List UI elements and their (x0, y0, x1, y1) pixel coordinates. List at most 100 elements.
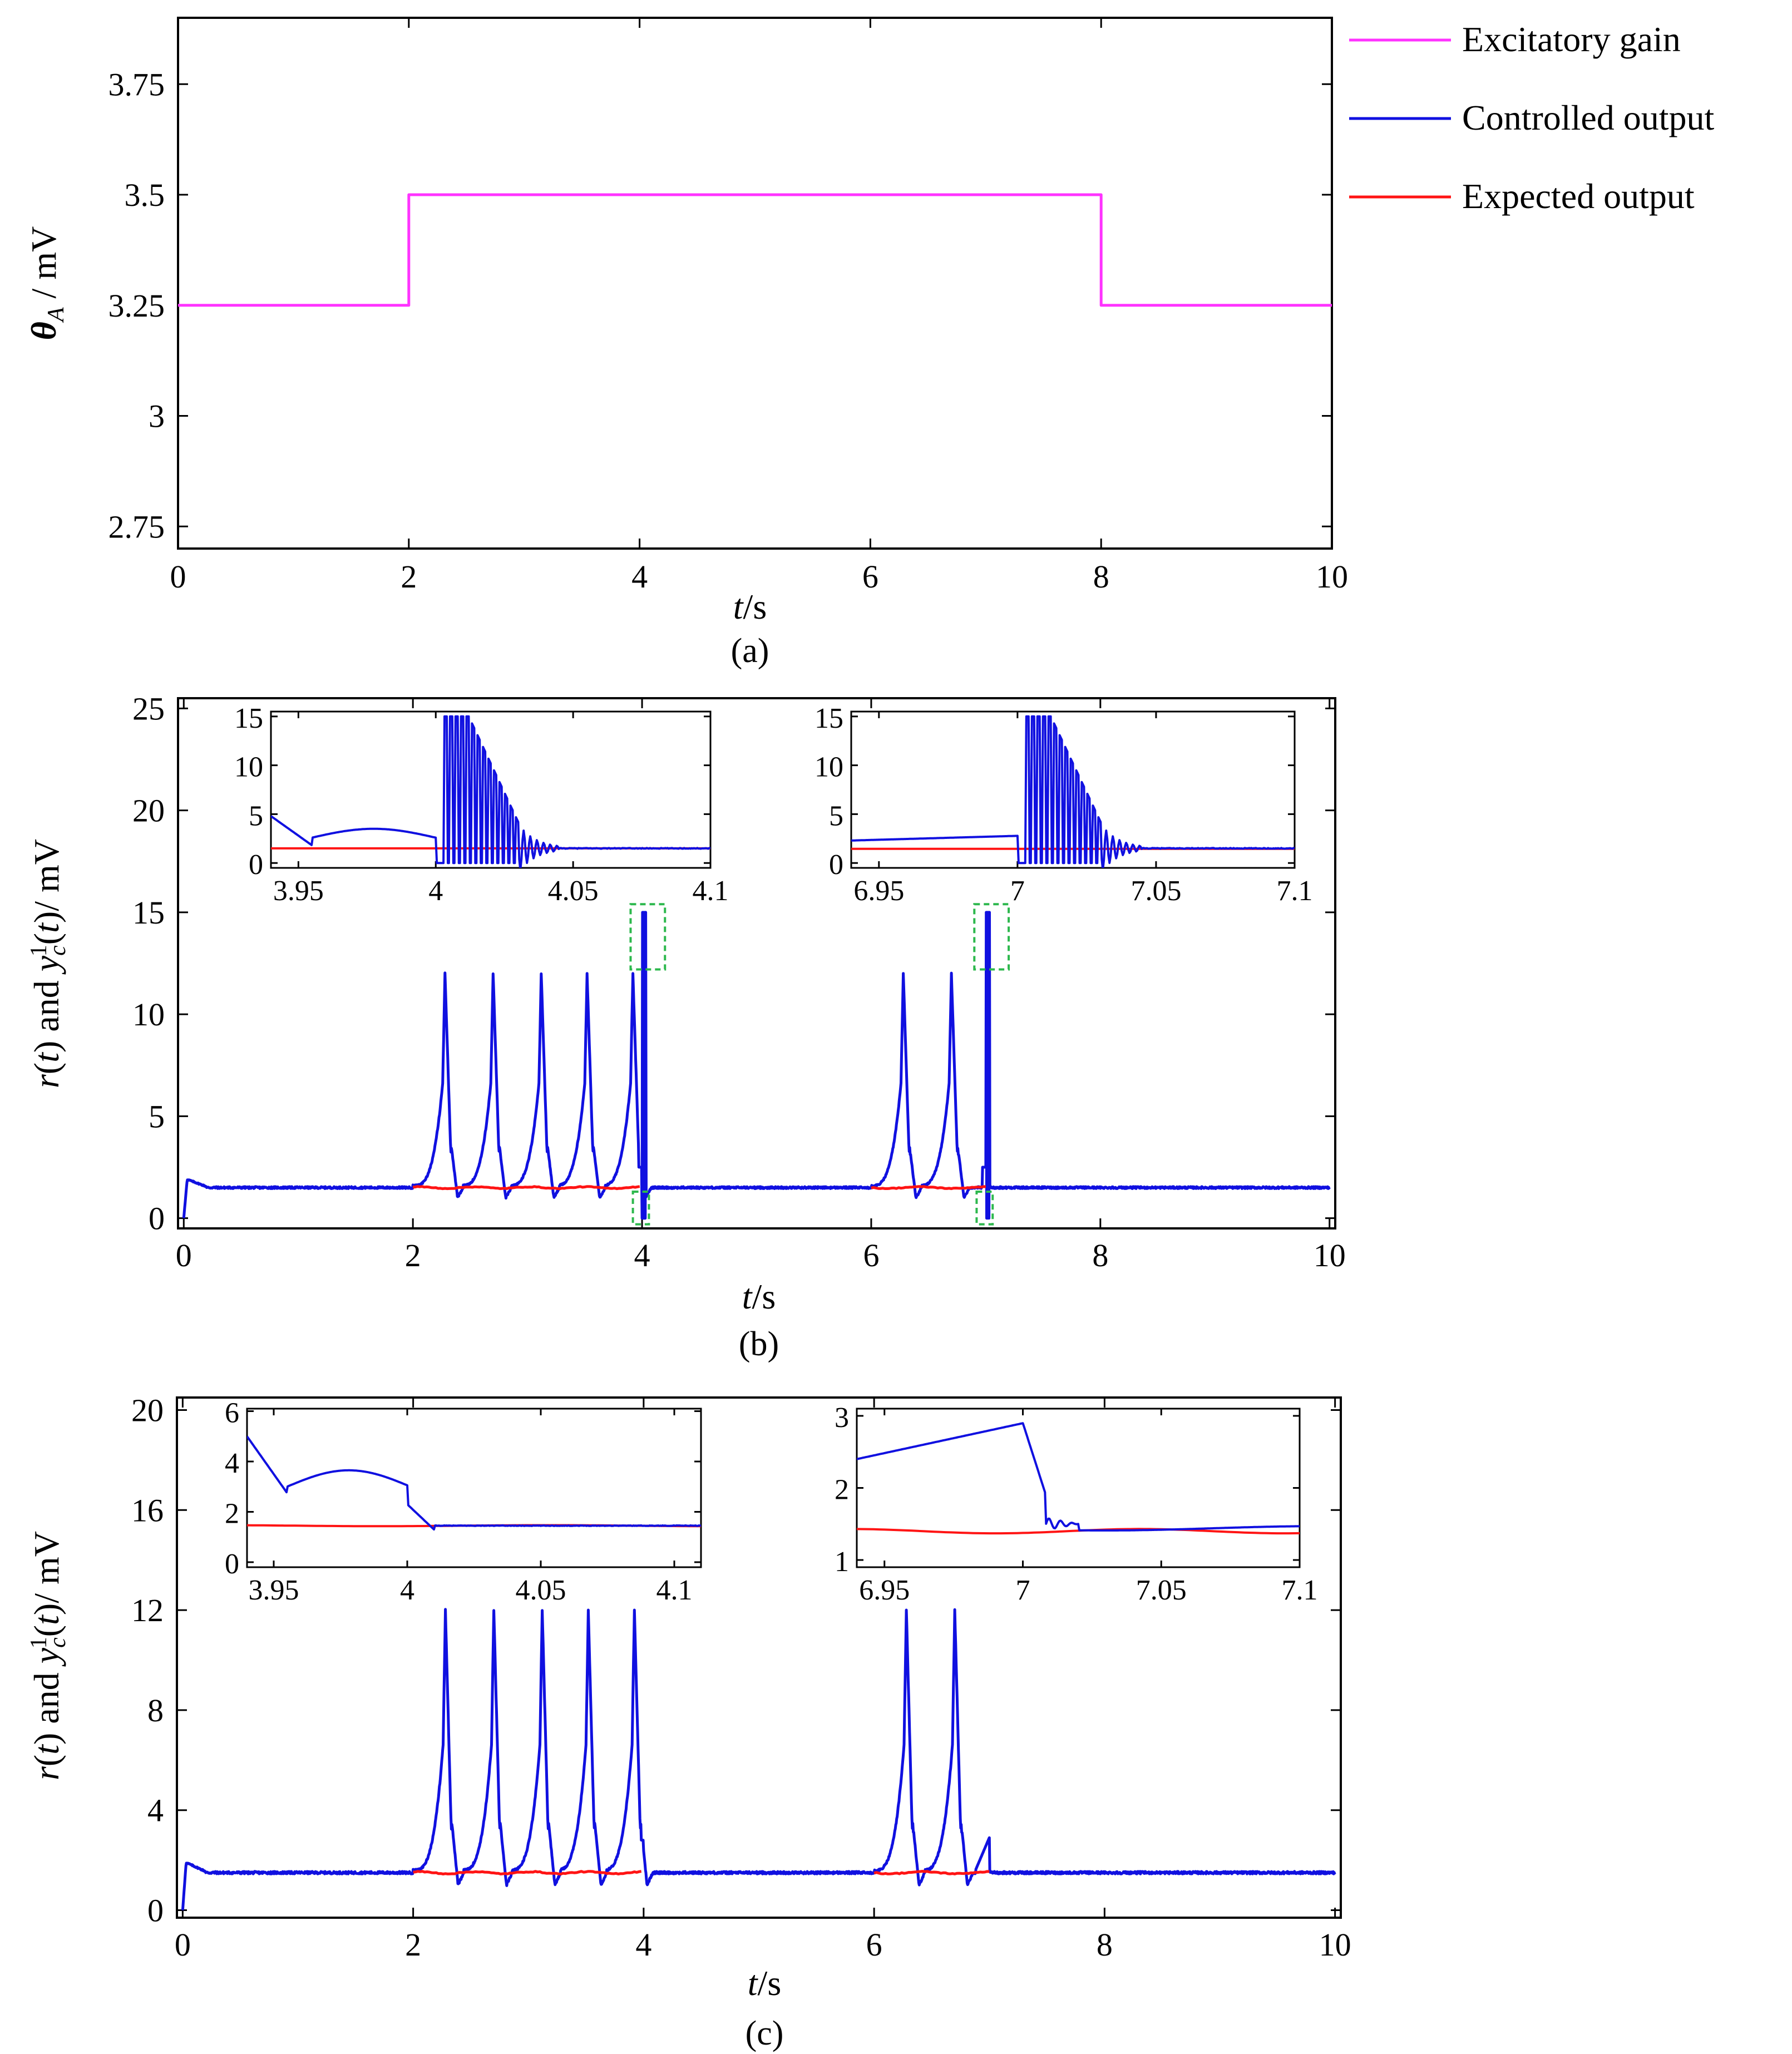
b-inset1-y-tick-label: 0 (249, 849, 263, 881)
c-x-tick-label: 6 (866, 1927, 882, 1963)
b-x-tick-label: 0 (176, 1237, 192, 1273)
b-inset1-x-tick-label: 4 (428, 875, 443, 907)
y-label-part: )/ mV (27, 1531, 66, 1615)
panel-a: 0 2 4 6 8 10 2.75 3 3.25 3.5 3.75 t/s θA / mV (24, 17, 1348, 626)
y-label-part: ( (27, 1625, 66, 1637)
y-label-part: t (27, 1614, 66, 1625)
a-y-tick-label: 3.25 (108, 288, 165, 324)
c-inset1-y-tick-label: 2 (225, 1498, 239, 1529)
b-x-tick-label: 4 (634, 1237, 650, 1273)
c-inset1-x-tick-label: 3.95 (249, 1574, 299, 1606)
a-x-tick-label: 10 (1316, 559, 1348, 595)
c-inset2-frame (856, 1408, 1301, 1568)
y-label-part: c (45, 1637, 71, 1648)
b-y-tick-label: 15 (132, 895, 165, 931)
x-label-unit: /s (758, 1963, 782, 2003)
c-x-tick-label: 0 (175, 1927, 191, 1963)
b-y-tick-label: 10 (132, 996, 165, 1033)
a-x-tick-label: 4 (631, 559, 648, 595)
b-x-tick-label: 2 (405, 1237, 421, 1273)
y-label-part: t (27, 922, 66, 933)
a-series-excitatory (178, 193, 1332, 307)
b-y-label: r(t) and yc1(t)/ mV (26, 839, 71, 1088)
b-series-expected-1 (413, 1185, 640, 1191)
b-zoom-box (973, 903, 1010, 971)
c-inset2-series-expected (857, 1528, 1300, 1535)
b-zoom-box (975, 1191, 994, 1226)
x-label-unit: /s (752, 1277, 776, 1316)
y-label-part: y (27, 1647, 66, 1667)
legend-label-excitatory: Excitatory gain (1462, 19, 1681, 59)
c-inset2-x-tick-label: 7.1 (1282, 1574, 1318, 1606)
caption-a: (a) (731, 632, 769, 670)
b-inset2-x-tick-label: 7.1 (1277, 875, 1313, 907)
b-zoom-box (631, 1191, 650, 1226)
b-inset1-x-tick-label: 3.95 (273, 875, 324, 907)
c-series-expected-2 (873, 1870, 990, 1875)
b-y-tick-label: 25 (132, 690, 165, 727)
c-inset2-x-tick-label: 7.05 (1136, 1574, 1187, 1606)
b-inset1-x-tick-label: 4.05 (548, 875, 599, 907)
c-inset1-x-tick-label: 4.05 (516, 1574, 566, 1606)
x-label-symbol: t (742, 1277, 753, 1316)
b-x-label: t/s (742, 1277, 776, 1316)
b-x-tick-label: 10 (1314, 1237, 1346, 1273)
b-y-tick-label: 5 (149, 1098, 165, 1134)
c-y-tick-label: 20 (131, 1392, 164, 1428)
b-series-expected-2 (871, 1185, 986, 1191)
x-label-symbol: t (733, 587, 744, 626)
b-inset1-series-controlled (271, 715, 710, 868)
c-inset1-x-tick-label: 4 (400, 1574, 414, 1606)
caption-c: (c) (746, 2015, 784, 2052)
y-label-part: )/ mV (27, 839, 66, 923)
y-label-part: r (27, 1074, 66, 1088)
c-inset2-y-tick-label: 1 (835, 1546, 849, 1578)
a-x-tick-label: 0 (170, 559, 186, 595)
b-inset1-y-tick-label: 15 (234, 703, 263, 734)
b-inset2-x-tick-label: 7 (1010, 875, 1025, 907)
a-x-tick-label: 8 (1093, 559, 1109, 595)
legend-label-expected: Expected output (1462, 176, 1695, 216)
c-x-tick-label: 10 (1319, 1927, 1351, 1963)
c-inset2-series-controlled (857, 1422, 1300, 1532)
c-x-tick-label: 4 (635, 1927, 651, 1963)
a-x-tick-label: 6 (862, 559, 878, 595)
b-inset2-series-controlled (851, 715, 1295, 868)
b-inset1-y-tick-label: 5 (249, 800, 263, 832)
b-y-tick-label: 0 (149, 1201, 165, 1237)
c-y-tick-label: 4 (147, 1793, 164, 1829)
c-x-tick-label: 2 (405, 1927, 421, 1963)
b-zoom-box (629, 903, 667, 971)
b-x-tick-label: 6 (863, 1237, 879, 1273)
a-y-label: θA / mV (24, 226, 69, 340)
y-label-part: ( (27, 1755, 66, 1766)
y-label-part: t (27, 1051, 66, 1063)
y-label-part: 1 (26, 1637, 52, 1648)
a-y-tick-label: 2.75 (108, 508, 165, 545)
a-y-tick-label: 3.75 (108, 66, 165, 102)
legend: Excitatory gain Controlled output Expect… (1349, 19, 1715, 216)
c-y-tick-label: 16 (131, 1492, 164, 1528)
b-series-controlled (182, 911, 1331, 1220)
legend-label-controlled: Controlled output (1462, 98, 1715, 137)
c-y-tick-label: 8 (147, 1692, 164, 1729)
a-x-tick-label: 2 (401, 559, 417, 595)
c-y-tick-label: 12 (131, 1592, 164, 1628)
y-label-part: r (27, 1766, 66, 1780)
x-label-symbol: t (748, 1963, 759, 2003)
y-label-part: c (45, 945, 71, 956)
c-series-controlled (181, 1608, 1336, 1910)
c-y-label: r(t) and yc1(t)/ mV (26, 1531, 71, 1780)
b-inset2-y-tick-label: 10 (814, 752, 843, 783)
c-inset1-series-controlled (247, 1435, 701, 1531)
b-y-tick-label: 20 (132, 793, 165, 829)
c-inset1-y-tick-label: 6 (225, 1398, 239, 1429)
a-y-tick-label: 3.5 (125, 177, 165, 213)
c-inset1-x-tick-label: 4.1 (656, 1574, 693, 1606)
y-label-part: ( (27, 933, 66, 945)
y-label-part: y (27, 955, 66, 975)
c-inset2-y-tick-label: 3 (835, 1402, 849, 1434)
